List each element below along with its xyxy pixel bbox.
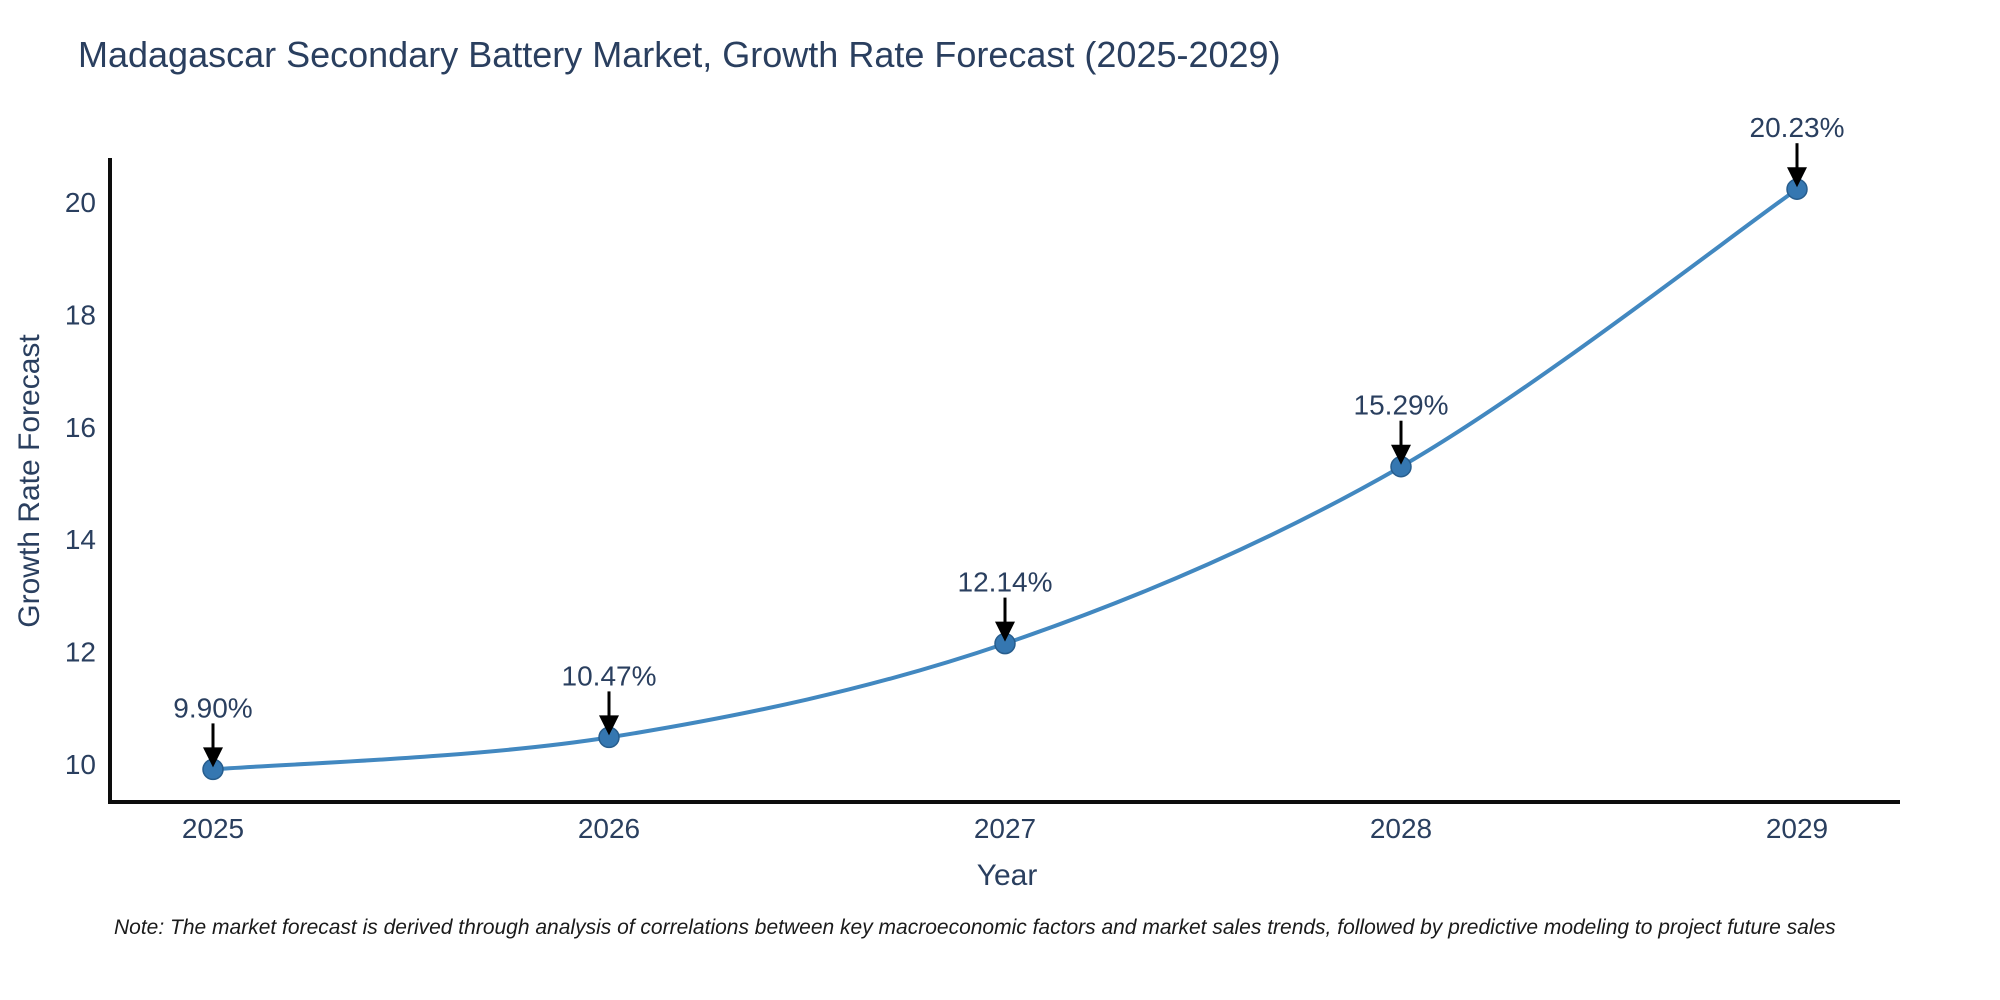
chart-title: Madagascar Secondary Battery Market, Gro… <box>78 34 1281 75</box>
y-tick-label: 18 <box>65 300 96 331</box>
x-tick-label: 2026 <box>578 813 640 844</box>
y-tick-label: 12 <box>65 637 96 668</box>
point-annotation-label: 10.47% <box>562 660 657 691</box>
point-annotation-label: 12.14% <box>958 567 1053 598</box>
x-axis-title: Year <box>976 859 1038 892</box>
point-annotation-label: 20.23% <box>1750 112 1845 143</box>
point-annotation-label: 9.90% <box>173 692 252 723</box>
annotation-arrow-head <box>995 621 1015 642</box>
y-tick-label: 20 <box>65 187 96 218</box>
point-annotation-label: 15.29% <box>1354 390 1449 421</box>
y-tick-label: 16 <box>65 412 96 443</box>
x-tick-label: 2029 <box>1766 813 1828 844</box>
x-tick-label: 2025 <box>182 813 244 844</box>
series-line <box>211 187 1799 772</box>
x-tick-label: 2028 <box>1370 813 1432 844</box>
annotation-arrow-head <box>203 747 223 768</box>
annotation-arrow-head <box>1391 444 1411 465</box>
x-tick-label: 2027 <box>974 813 1036 844</box>
footnote: Note: The market forecast is derived thr… <box>114 916 1836 939</box>
annotation-arrow-head <box>599 715 619 736</box>
y-tick-label: 14 <box>65 524 96 555</box>
y-tick-label: 10 <box>65 749 96 780</box>
annotation-arrow-head <box>1787 167 1807 188</box>
